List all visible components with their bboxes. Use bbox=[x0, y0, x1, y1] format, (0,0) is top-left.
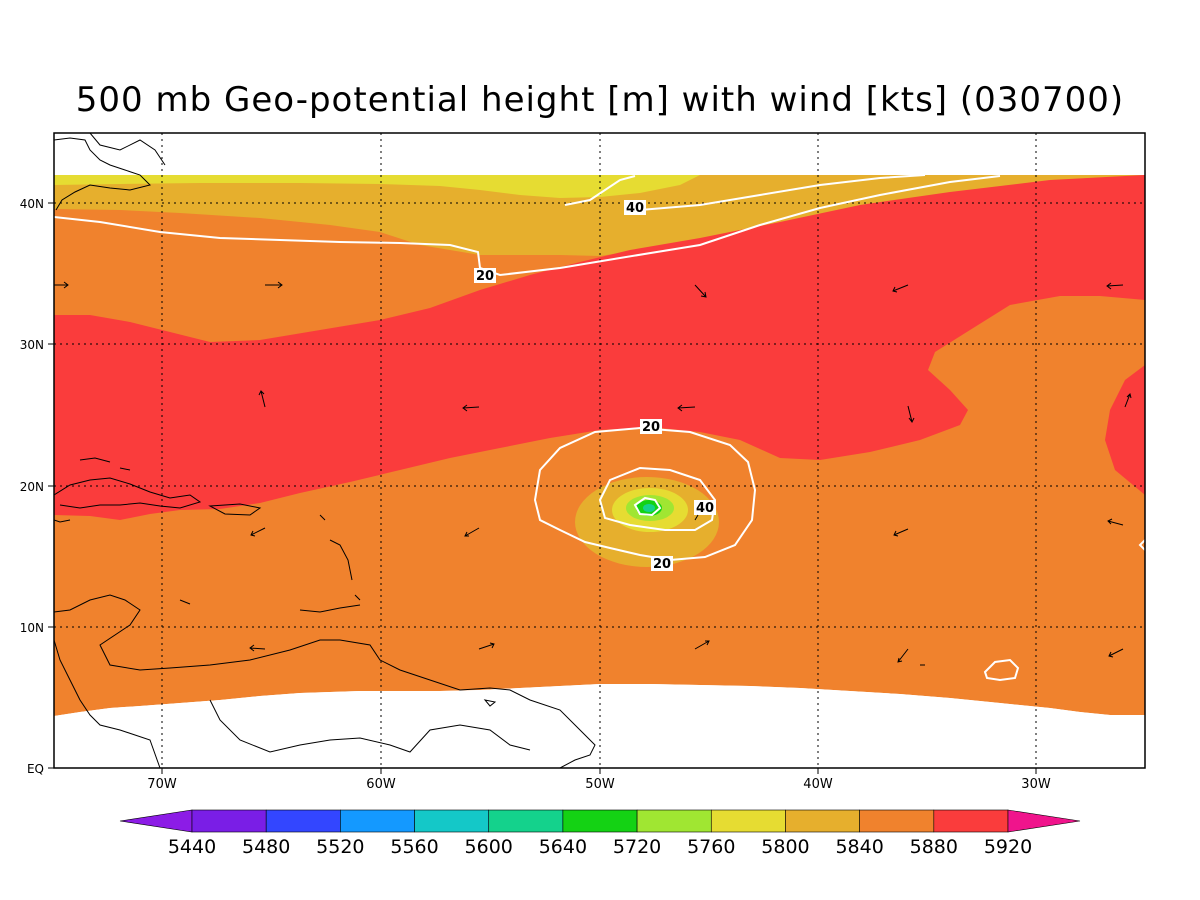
wind-vector bbox=[694, 514, 699, 521]
lon-label-50w: 50W bbox=[585, 777, 615, 792]
colorbar-level-label: 5800 bbox=[761, 836, 809, 858]
wind-contour-40-north bbox=[564, 174, 926, 211]
colorbar-box bbox=[785, 809, 860, 833]
wind-vectors bbox=[54, 281, 1132, 666]
colorbar-box bbox=[488, 809, 564, 833]
height-field-5920-east bbox=[1105, 365, 1145, 495]
coastlines bbox=[54, 133, 596, 768]
colorbar-arrow-high bbox=[1007, 809, 1081, 833]
colorbar-level-label: 5520 bbox=[316, 836, 364, 858]
colorbar-box bbox=[191, 809, 267, 833]
colorbar-level-label: 5720 bbox=[613, 836, 661, 858]
map-title: 500 mb Geo-potential height [m] with win… bbox=[75, 80, 1125, 120]
colorbar-level-label: 5600 bbox=[465, 836, 513, 858]
colorbar-level-label: 5920 bbox=[984, 836, 1032, 858]
lon-label-40w: 40W bbox=[803, 777, 833, 792]
height-field-5920 bbox=[54, 175, 1145, 520]
lon-label-70w: 70W bbox=[147, 777, 177, 792]
wind-vector bbox=[478, 642, 495, 650]
lat-label-10n: 10N bbox=[20, 621, 44, 635]
contour-label-4: 40 bbox=[696, 501, 714, 516]
wind-vector bbox=[1106, 282, 1124, 290]
wind-vector bbox=[249, 644, 266, 652]
wind-vector bbox=[907, 405, 915, 423]
colorbar-box bbox=[265, 809, 341, 833]
lat-label-eq: EQ bbox=[27, 762, 44, 776]
wind-vector bbox=[1107, 518, 1124, 526]
lat-label-30n: 30N bbox=[20, 338, 44, 352]
wind-vector bbox=[1108, 648, 1124, 658]
colorbar-box bbox=[859, 809, 935, 833]
contour-label-5: 20 bbox=[653, 557, 671, 572]
wind-vector bbox=[258, 390, 266, 408]
colorbar-level-label: 5840 bbox=[835, 836, 883, 858]
colorbar-level-label: 5880 bbox=[910, 836, 958, 858]
latitude-labels: 40N 30N 20N 10N EQ bbox=[20, 197, 44, 776]
contour-label-1: 40 bbox=[626, 201, 644, 216]
colorbar-level-label: 5640 bbox=[539, 836, 587, 858]
height-field-5640-cyclone bbox=[643, 504, 655, 512]
longitude-labels: 70W 60W 50W 40W 30W bbox=[147, 777, 1051, 792]
colorbar-level-label: 5440 bbox=[168, 836, 216, 858]
map-plot-area: 40 20 20 40 20 bbox=[54, 133, 1145, 768]
lat-label-40n: 40N bbox=[20, 197, 44, 211]
lon-label-30w: 30W bbox=[1021, 777, 1051, 792]
wind-vector bbox=[250, 527, 266, 537]
wind-contour-small-east bbox=[983, 658, 1020, 682]
no-data-region bbox=[54, 684, 1145, 768]
wind-vector bbox=[897, 648, 909, 663]
colorbar-level-label: 5480 bbox=[242, 836, 290, 858]
wind-vector bbox=[462, 404, 480, 412]
lat-label-20n: 20N bbox=[20, 480, 44, 494]
graticule bbox=[54, 133, 1145, 768]
contour-label-3: 20 bbox=[642, 420, 660, 435]
wind-contour-inner-cyclone bbox=[633, 496, 662, 517]
colorbar-box bbox=[710, 809, 786, 833]
wind-vector bbox=[694, 640, 710, 650]
height-field-5800-north bbox=[54, 175, 700, 198]
wind-vector bbox=[892, 284, 909, 293]
wind-vector bbox=[464, 527, 480, 537]
colorbar-level-label: 5760 bbox=[687, 836, 735, 858]
wind-vector bbox=[893, 528, 909, 537]
colorbar-box bbox=[340, 809, 415, 833]
wind-vector bbox=[54, 281, 69, 289]
wind-vector bbox=[265, 281, 283, 289]
wind-vector bbox=[694, 284, 707, 298]
height-field-5840-north bbox=[54, 175, 1145, 256]
colorbar-box bbox=[933, 809, 1009, 833]
colorbar-level-label: 5560 bbox=[390, 836, 438, 858]
axis-ticks bbox=[48, 202, 1037, 774]
colorbar: 5440 5480 5520 5560 5600 5640 5720 5760 5800 5840… bbox=[119, 809, 1081, 858]
contour-label-2: 20 bbox=[476, 269, 494, 284]
lon-label-60w: 60W bbox=[366, 777, 396, 792]
wind-contour-labels: 40 20 20 40 20 bbox=[474, 200, 716, 572]
colorbar-box bbox=[636, 809, 712, 833]
colorbar-box bbox=[414, 809, 490, 833]
colorbar-box bbox=[562, 809, 638, 833]
wind-vector bbox=[1124, 393, 1132, 408]
colorbar-arrow-low bbox=[119, 809, 193, 833]
wind-vector bbox=[677, 404, 696, 412]
